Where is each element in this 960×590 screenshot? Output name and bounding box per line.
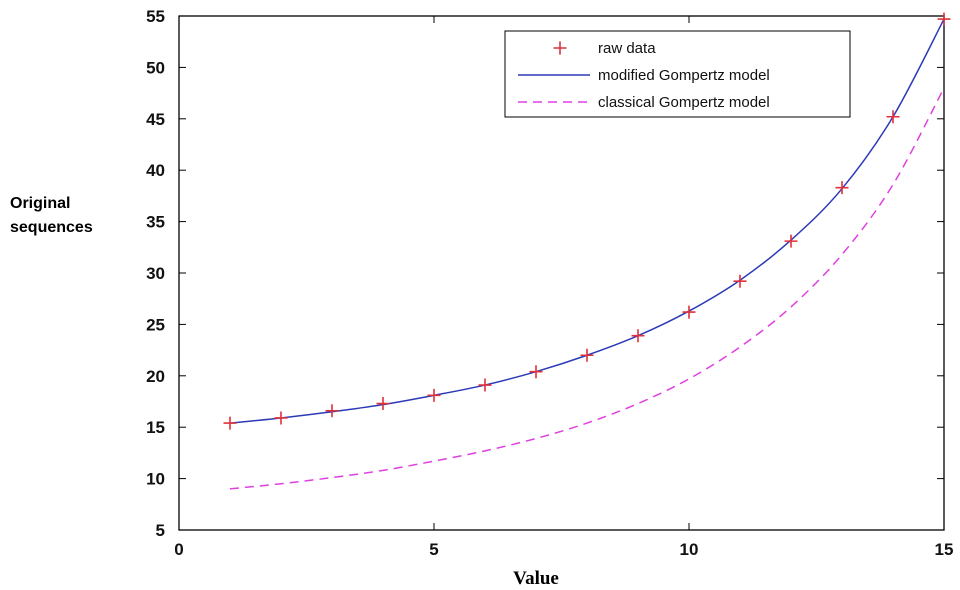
y-tick-label: 40 (146, 161, 165, 180)
y-axis-label-line-1: Original (10, 195, 70, 212)
y-tick-label: 45 (146, 110, 165, 129)
data-point-raw-data (325, 404, 339, 418)
legend: raw data modified Gompertz model classical… (504, 30, 851, 118)
data-point-raw-data (478, 378, 492, 392)
y-axis-label-line-2: sequences (10, 219, 93, 236)
data-point-raw-data (937, 12, 951, 26)
y-tick-label: 30 (146, 264, 165, 283)
y-tick-label: 5 (156, 521, 165, 540)
legend-label: classical Gompertz model (598, 94, 770, 111)
y-tick-label: 35 (146, 213, 165, 232)
data-point-raw-data (784, 234, 798, 248)
x-axis-label: Value (513, 568, 559, 589)
y-tick-label: 55 (146, 7, 165, 26)
legend-label: raw data (598, 40, 656, 57)
data-point-raw-data (580, 348, 594, 362)
data-point-raw-data (529, 365, 543, 379)
y-tick-label: 50 (146, 58, 165, 77)
data-point-raw-data (835, 181, 849, 195)
x-tick-label: 10 (680, 540, 699, 559)
data-point-raw-data (631, 329, 645, 343)
legend-marker-raw-data (553, 41, 567, 55)
data-point-raw-data (733, 274, 747, 288)
series-line-classical-gompertz-model (229, 87, 945, 490)
x-tick-label: 5 (429, 540, 438, 559)
legend-entries: raw data modified Gompertz model classical… (518, 40, 770, 111)
y-tick-label: 15 (146, 418, 165, 437)
data-point-raw-data (427, 388, 441, 402)
legend-label: modified Gompertz model (598, 67, 770, 84)
data-point-raw-data (682, 305, 696, 319)
data-point-raw-data (274, 411, 288, 425)
data-point-raw-data (376, 397, 390, 411)
y-tick-label: 25 (146, 315, 165, 334)
y-tick-label: 10 (146, 470, 165, 489)
y-tick-label: 20 (146, 367, 165, 386)
data-point-raw-data (223, 416, 237, 430)
x-tick-label: 0 (174, 540, 183, 559)
y-axis: 5 10 15 20 25 30 35 40 45 50 55 (146, 7, 944, 540)
x-tick-label: 15 (935, 540, 954, 559)
data-point-raw-data (886, 110, 900, 124)
series-layer (223, 12, 951, 490)
legend-box (504, 30, 851, 118)
